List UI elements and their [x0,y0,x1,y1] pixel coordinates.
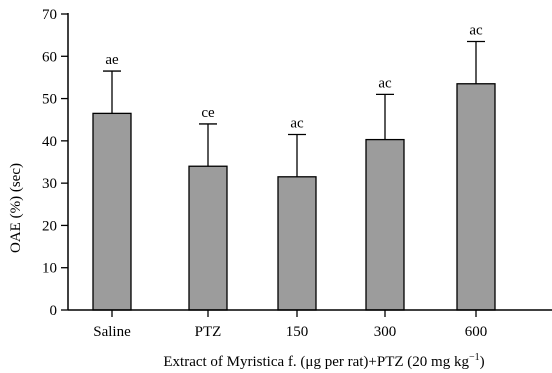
significance-label-300: ac [378,75,392,91]
bar-150 [277,176,317,311]
y-axis-title: OAE (%) (sec) [8,163,24,253]
x-tick-label-saline: Saline [93,324,131,340]
y-axis-ticks: 0 10 20 30 40 50 60 70 [42,7,68,319]
significance-label-ptz: ce [201,105,215,121]
y-tick-label-70: 70 [42,7,57,23]
x-axis-labels-group: Saline PTZ 150 300 600 [93,310,487,340]
x-tick-label-ptz: PTZ [195,324,222,340]
y-tick-label-20: 20 [42,218,57,234]
bar-ptz [188,165,228,311]
significance-label-saline: ae [105,52,119,68]
bar-600 [456,83,496,311]
x-tick-label-150: 150 [286,324,309,340]
bar-saline [92,112,132,311]
x-axis-title-main: Extract of Myristica f. (μg per rat)+PTZ… [163,354,469,370]
y-tick-label-10: 10 [42,261,57,277]
significance-label-600: ac [469,22,483,38]
x-tick-label-300: 300 [374,324,397,340]
x-tick-label-600: 600 [465,324,488,340]
x-axis-title: Extract of Myristica f. (μg per rat)+PTZ… [163,352,484,370]
error-bars-group [103,40,485,177]
bar-300 [365,138,405,311]
significance-labels-group: ae ce ac ac ac [105,22,483,131]
y-tick-label-0: 0 [50,303,58,319]
y-tick-label-60: 60 [42,49,57,65]
bars-group [92,83,496,311]
y-tick-label-40: 40 [42,134,57,150]
x-axis-title-close: ) [480,354,485,370]
y-tick-label-50: 50 [42,92,57,108]
x-axis-title-superscript: −1 [469,352,480,363]
y-tick-label-30: 30 [42,176,57,192]
significance-label-150: ac [290,116,304,132]
